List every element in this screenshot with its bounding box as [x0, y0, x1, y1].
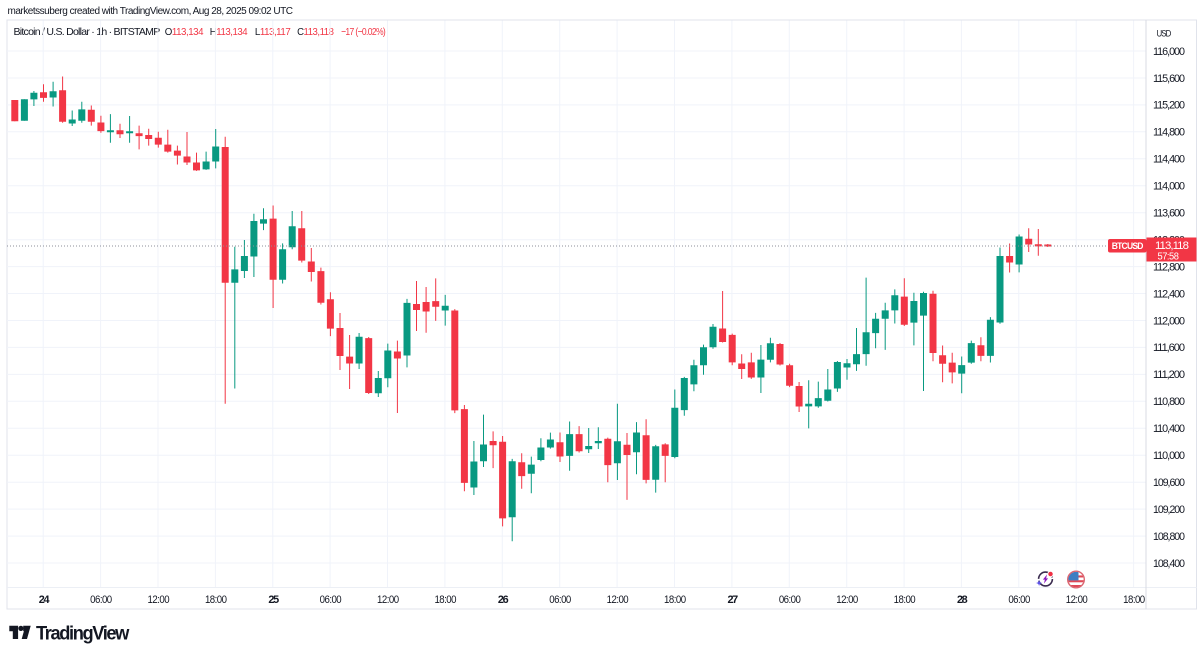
- svg-text:25: 25: [268, 594, 279, 606]
- svg-text:H113,134: H113,134: [210, 26, 248, 38]
- svg-text:113,118: 113,118: [1155, 240, 1189, 252]
- svg-text:06:00: 06:00: [320, 594, 342, 606]
- svg-text:24: 24: [39, 594, 51, 606]
- svg-text:28: 28: [957, 594, 968, 606]
- svg-text:112,400: 112,400: [1153, 288, 1185, 300]
- svg-text:115,600: 115,600: [1153, 73, 1185, 85]
- svg-text:−17 (−0.02%): −17 (−0.02%): [341, 26, 385, 38]
- svg-text:109,600: 109,600: [1153, 477, 1185, 489]
- svg-text:C113,118: C113,118: [297, 26, 334, 38]
- svg-text:114,800: 114,800: [1153, 127, 1185, 139]
- svg-text:USD: USD: [1157, 29, 1172, 39]
- svg-text:108,400: 108,400: [1153, 558, 1185, 570]
- svg-text:O113,134: O113,134: [165, 26, 204, 38]
- svg-text:18:00: 18:00: [664, 594, 686, 606]
- svg-text:12:00: 12:00: [148, 594, 170, 606]
- svg-text:109,200: 109,200: [1153, 504, 1185, 516]
- svg-text:110,000: 110,000: [1153, 450, 1185, 462]
- svg-text:06:00: 06:00: [90, 594, 112, 606]
- svg-text:12:00: 12:00: [1066, 594, 1088, 606]
- svg-text:111,200: 111,200: [1153, 369, 1185, 381]
- svg-text:110,400: 110,400: [1153, 423, 1185, 435]
- svg-text:marketssuberg created with Tra: marketssuberg created with TradingView.c…: [8, 6, 293, 17]
- svg-text:57:58: 57:58: [1158, 252, 1180, 263]
- svg-text:12:00: 12:00: [836, 594, 858, 606]
- svg-text:114,400: 114,400: [1153, 154, 1185, 166]
- svg-text:06:00: 06:00: [549, 594, 571, 606]
- svg-text:26: 26: [498, 594, 509, 606]
- svg-text:115,200: 115,200: [1153, 100, 1185, 112]
- svg-text:18:00: 18:00: [1123, 594, 1145, 606]
- svg-text:18:00: 18:00: [434, 594, 456, 606]
- svg-text:111,600: 111,600: [1153, 342, 1185, 354]
- svg-text:116,000: 116,000: [1153, 46, 1185, 58]
- svg-text:18:00: 18:00: [205, 594, 227, 606]
- svg-text:112,000: 112,000: [1153, 315, 1185, 327]
- svg-text:108,800: 108,800: [1153, 531, 1185, 543]
- svg-text:12:00: 12:00: [607, 594, 629, 606]
- svg-text:06:00: 06:00: [779, 594, 801, 606]
- svg-text:113,600: 113,600: [1153, 208, 1185, 220]
- svg-text:L113,117: L113,117: [255, 26, 291, 38]
- svg-text:110,800: 110,800: [1153, 396, 1185, 408]
- svg-text:TradingView: TradingView: [36, 623, 130, 645]
- svg-text:12:00: 12:00: [377, 594, 399, 606]
- svg-text:112,800: 112,800: [1153, 261, 1185, 273]
- svg-text:114,000: 114,000: [1153, 181, 1185, 193]
- svg-text:18:00: 18:00: [894, 594, 916, 606]
- svg-text:Bitcoin / U.S. Dollar · 1h · B: Bitcoin / U.S. Dollar · 1h · BITSTAMP: [14, 26, 161, 38]
- svg-text:06:00: 06:00: [1008, 594, 1030, 606]
- svg-text:27: 27: [727, 594, 738, 606]
- svg-text:BTCUSD: BTCUSD: [1112, 241, 1144, 251]
